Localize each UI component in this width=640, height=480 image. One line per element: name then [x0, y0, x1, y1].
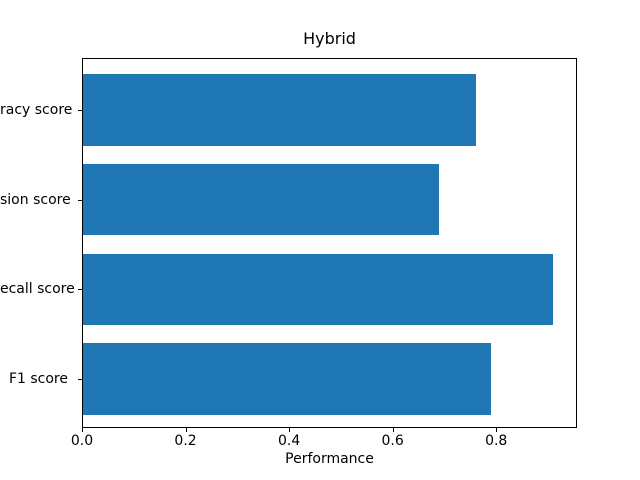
x-tick-label: 0.4	[277, 433, 301, 449]
y-tick-label: ecall score	[0, 281, 75, 298]
bar	[82, 164, 440, 236]
y-tick-mark	[78, 379, 82, 380]
y-tick-mark	[78, 200, 82, 201]
x-axis-label: Performance	[285, 451, 374, 467]
x-tick-label: 0.2	[174, 433, 197, 449]
y-tick-label: F1 score	[8, 371, 68, 388]
y-tick-label: sion score	[0, 191, 71, 208]
x-tick-mark	[289, 428, 290, 432]
x-tick-label: 0.0	[70, 433, 94, 449]
chart-title: Hybrid	[303, 29, 356, 48]
bar	[82, 343, 492, 415]
x-tick-mark	[82, 428, 83, 432]
y-tick-mark	[78, 110, 82, 111]
y-tick-mark	[78, 289, 82, 290]
x-tick-mark	[496, 428, 497, 432]
x-tick-label: 0.6	[381, 433, 404, 449]
x-tick-mark	[186, 428, 187, 432]
bar	[82, 74, 476, 146]
y-tick-label: racy score	[0, 101, 73, 118]
x-tick-label: 0.8	[485, 433, 508, 449]
bar	[82, 253, 554, 325]
plot-area	[82, 58, 577, 428]
x-tick-mark	[393, 428, 394, 432]
